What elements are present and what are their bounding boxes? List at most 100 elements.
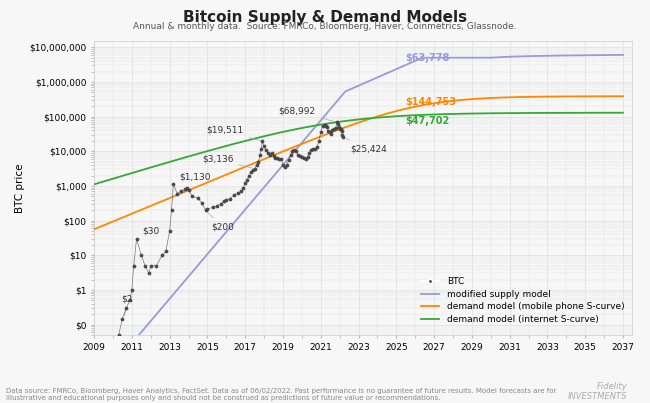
Text: $63,778: $63,778	[406, 54, 450, 63]
Point	[179, 186, 190, 193]
Point	[270, 155, 281, 161]
Point	[168, 181, 179, 187]
Point	[233, 190, 243, 196]
Point	[238, 184, 248, 191]
Point	[332, 119, 342, 125]
Text: Bitcoin Supply & Demand Models: Bitcoin Supply & Demand Models	[183, 10, 467, 25]
Point	[315, 129, 326, 136]
Point	[296, 154, 307, 160]
Point	[200, 207, 211, 214]
Point	[308, 145, 318, 152]
Point	[129, 262, 139, 269]
Text: Data source: FMRCo, Bloomberg, Haver Analytics, FactSet. Data as of 06/02/2022. : Data source: FMRCo, Bloomberg, Haver Ana…	[6, 388, 557, 401]
Text: $68,992: $68,992	[278, 107, 334, 121]
Point	[229, 192, 239, 198]
Point	[281, 162, 292, 168]
Text: $2: $2	[122, 295, 133, 316]
Point	[312, 144, 322, 151]
Point	[265, 152, 275, 158]
Point	[136, 252, 146, 259]
Text: $200: $200	[207, 212, 234, 232]
Point	[272, 155, 283, 161]
Text: $144,753: $144,753	[406, 96, 457, 106]
Point	[215, 201, 226, 207]
Point	[172, 191, 183, 197]
Point	[246, 169, 256, 175]
Point	[283, 157, 294, 164]
Point	[255, 152, 265, 158]
Point	[131, 235, 142, 242]
Point	[256, 145, 266, 152]
Point	[278, 162, 288, 168]
Y-axis label: BTC price: BTC price	[15, 163, 25, 213]
Point	[164, 228, 175, 234]
Point	[248, 167, 258, 174]
Point	[127, 287, 137, 293]
Point	[333, 124, 344, 130]
Text: $19,511: $19,511	[207, 126, 259, 141]
Point	[263, 150, 273, 156]
Point	[221, 197, 231, 203]
Text: $3,136: $3,136	[202, 155, 252, 168]
Point	[259, 143, 269, 150]
Point	[183, 187, 194, 193]
Point	[333, 121, 343, 128]
Point	[321, 123, 332, 129]
Point	[274, 156, 284, 162]
Point	[252, 162, 262, 168]
Point	[196, 200, 207, 206]
Text: $1,130: $1,130	[174, 173, 211, 184]
Point	[285, 152, 296, 158]
Point	[280, 164, 290, 170]
Point	[317, 123, 328, 129]
Point	[266, 150, 277, 156]
Point	[331, 125, 341, 131]
Point	[268, 152, 279, 159]
Point	[181, 184, 192, 191]
Point	[157, 252, 167, 259]
Point	[117, 315, 127, 322]
Point	[108, 359, 118, 366]
Point	[298, 155, 309, 161]
Point	[144, 270, 154, 277]
Point	[326, 131, 336, 137]
Point	[327, 127, 337, 134]
Point	[314, 138, 324, 144]
Point	[161, 248, 171, 255]
Point	[244, 172, 254, 179]
Point	[337, 131, 348, 138]
Text: $30: $30	[136, 226, 159, 239]
Point	[338, 134, 348, 141]
Point	[293, 152, 304, 158]
Point	[166, 207, 177, 214]
Point	[176, 188, 186, 195]
Point	[187, 193, 198, 199]
Text: Annual & monthly data.  Source: FMRCo, Bloomberg, Haver, Coinmetrics, Glassnode.: Annual & monthly data. Source: FMRCo, Bl…	[133, 22, 517, 31]
Point	[98, 394, 109, 401]
Point	[336, 128, 346, 135]
Text: $25,424: $25,424	[346, 138, 387, 153]
Point	[335, 126, 346, 133]
Point	[193, 195, 203, 201]
Point	[294, 152, 305, 159]
Point	[261, 147, 271, 153]
Point	[121, 305, 131, 312]
Point	[242, 177, 252, 183]
Point	[219, 197, 229, 204]
Point	[302, 154, 313, 160]
Point	[146, 262, 156, 269]
Point	[289, 147, 300, 153]
Point	[322, 124, 333, 130]
Point	[291, 148, 302, 154]
Point	[276, 155, 286, 162]
Text: $47,702: $47,702	[406, 116, 450, 126]
Point	[319, 122, 330, 128]
Point	[125, 297, 135, 303]
Point	[334, 125, 345, 132]
Legend: BTC, modified supply model, demand model (mobile phone S-curve), demand model (i: BTC, modified supply model, demand model…	[418, 274, 628, 328]
Point	[225, 195, 235, 202]
Point	[329, 125, 339, 132]
Point	[325, 129, 335, 136]
Point	[208, 204, 218, 211]
Point	[113, 332, 124, 338]
